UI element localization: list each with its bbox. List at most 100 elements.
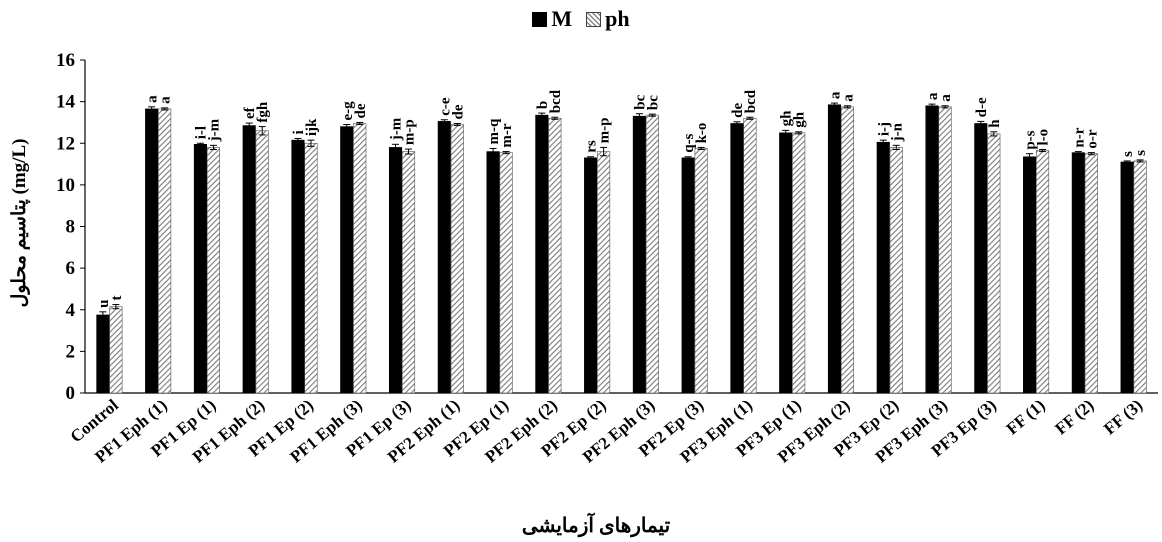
- bar-ph: [597, 151, 611, 394]
- significance-letter: u: [96, 299, 112, 307]
- significance-letter: de: [450, 104, 466, 119]
- bar-m: [681, 157, 695, 394]
- legend-swatch-ph: [586, 11, 602, 27]
- significance-letter: t: [109, 296, 125, 301]
- significance-letter: i: [291, 130, 307, 134]
- bar-m: [388, 147, 403, 394]
- bar-m: [779, 132, 793, 394]
- bar-ph: [158, 108, 172, 394]
- bar-m: [291, 139, 305, 394]
- significance-letter: o-r: [1084, 129, 1100, 148]
- significance-letter: bcd: [743, 89, 759, 113]
- bar-m: [584, 157, 598, 394]
- significance-letter: m-q: [486, 118, 502, 144]
- significance-letter: ef: [242, 106, 258, 119]
- bar-m: [730, 123, 744, 394]
- bar-m: [1023, 156, 1037, 394]
- bar-ph: [889, 147, 903, 394]
- significance-letter: gh: [792, 111, 808, 128]
- x-tick-label: FF (1): [1003, 396, 1049, 439]
- significance-letter: a: [827, 91, 843, 99]
- significance-letter: bc: [645, 95, 661, 110]
- bar-m: [486, 151, 500, 394]
- significance-letter: c-e: [437, 97, 453, 116]
- significance-letter: a: [840, 94, 856, 102]
- bar-ph: [353, 123, 367, 394]
- legend-label-m: M: [551, 6, 573, 31]
- significance-letter: h: [987, 119, 1003, 128]
- legend-swatch-m: [532, 11, 548, 27]
- significance-letter: k-o: [694, 123, 710, 144]
- significance-letter: e-g: [340, 101, 356, 121]
- bar-m: [340, 126, 354, 394]
- y-axis-label: پتاسیم محلول (mg/L): [9, 139, 30, 308]
- bar-m: [1120, 161, 1134, 394]
- bar-ph: [645, 114, 659, 394]
- significance-letter: a: [938, 94, 954, 102]
- significance-letter: bc: [632, 94, 648, 109]
- significance-letter: i-j: [876, 122, 892, 136]
- bar-ph: [304, 142, 318, 394]
- significance-letter: de: [353, 103, 369, 118]
- y-tick-label: 10: [56, 175, 75, 196]
- significance-letter: gh: [779, 110, 795, 127]
- bar-m: [242, 125, 256, 394]
- y-tick-label: 14: [56, 92, 76, 113]
- bar-ph: [840, 106, 855, 394]
- bar-m: [876, 141, 890, 394]
- x-tick-label: FF (2): [1051, 396, 1097, 439]
- significance-letter: i-l: [193, 126, 209, 139]
- significance-letter: ijk: [304, 118, 320, 136]
- significance-letter: rs: [584, 140, 600, 153]
- bar-m: [193, 143, 207, 394]
- significance-letter: l-o: [1036, 129, 1052, 146]
- significance-letter: j-n: [889, 122, 905, 142]
- significance-letter: d-e: [974, 97, 990, 117]
- bar-m: [535, 114, 549, 394]
- significance-letter: m-p: [597, 118, 613, 144]
- significance-letter: fgh: [255, 101, 271, 122]
- significance-letter: b: [535, 101, 551, 109]
- bar-ph: [938, 106, 952, 394]
- y-tick-label: 4: [66, 300, 76, 321]
- bar-m: [827, 104, 842, 394]
- bar-ph: [1133, 160, 1147, 394]
- y-tick-label: 12: [56, 133, 75, 154]
- bar-m: [632, 115, 646, 394]
- bar-ph: [401, 151, 416, 394]
- x-tick-label: FF (3): [1100, 396, 1146, 439]
- significance-letter: p-s: [1023, 130, 1039, 149]
- y-tick-label: 16: [56, 50, 75, 71]
- significance-letter: bcd: [548, 89, 564, 113]
- significance-letter: s: [1133, 150, 1149, 156]
- bar-ph: [255, 130, 269, 394]
- significance-letter: a: [925, 92, 941, 100]
- bar-ph: [450, 124, 464, 394]
- significance-letter: n-r: [1071, 127, 1087, 147]
- bar-m: [925, 105, 939, 394]
- y-tick-label: 8: [66, 217, 76, 238]
- significance-letter: m-r: [499, 123, 515, 147]
- bar-ph: [1084, 153, 1098, 394]
- x-axis-label: تیمارهای آزمایشی: [522, 512, 671, 538]
- legend-item-ph: ph: [586, 6, 630, 32]
- significance-letter: de: [730, 102, 746, 117]
- bar-m: [145, 108, 159, 394]
- bar-m: [437, 121, 451, 394]
- significance-letter: j-m: [389, 117, 405, 141]
- y-tick-label: 2: [66, 341, 76, 362]
- bar-ph: [499, 152, 513, 394]
- legend: M ph: [0, 6, 1162, 32]
- significance-letter: q-s: [681, 133, 697, 152]
- bars: [96, 102, 1147, 394]
- bar-ph: [1036, 150, 1050, 394]
- significance-letter: a: [158, 96, 174, 104]
- legend-label-ph: ph: [605, 6, 630, 31]
- bar-ph: [109, 306, 123, 394]
- bar-ph: [743, 117, 757, 394]
- legend-item-m: M: [532, 6, 572, 32]
- significance-letter: a: [145, 95, 161, 103]
- bar-ph: [792, 132, 806, 394]
- y-tick-label: 0: [66, 383, 76, 404]
